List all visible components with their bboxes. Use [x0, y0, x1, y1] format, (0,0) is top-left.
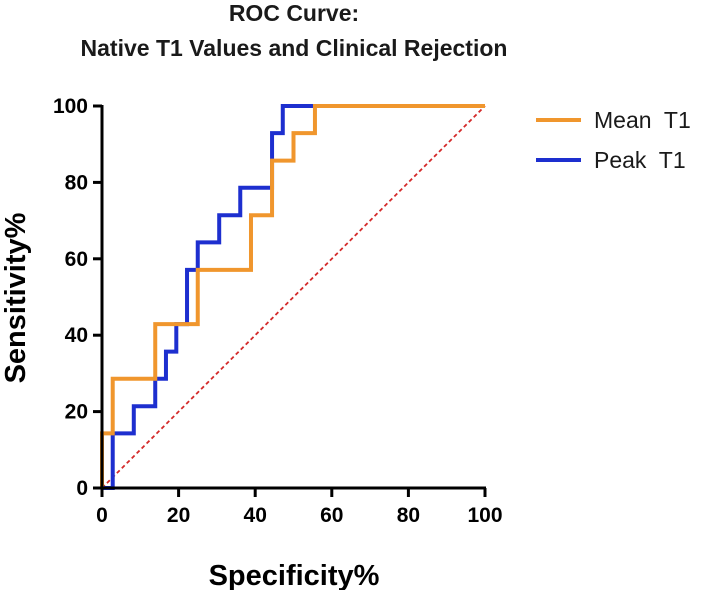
y-tick-label: 20 [65, 401, 88, 424]
x-tick-label: 80 [397, 504, 420, 527]
y-axis-label: Sensitivity% [0, 212, 32, 383]
y-tick-label: 0 [76, 477, 88, 500]
series-line-peak-t1 [102, 104, 485, 490]
x-tick-label: 20 [167, 504, 190, 527]
x-tick-label: 60 [320, 504, 343, 527]
legend: Mean T1 Peak T1 [536, 107, 691, 173]
axes-layer [100, 105, 486, 490]
y-tick-label: 80 [65, 171, 88, 194]
x-axis-label: Specificity% [209, 560, 380, 590]
series-layer [100, 104, 486, 490]
chart-title: ROC Curve: [229, 0, 359, 26]
y-tick-label: 100 [53, 95, 88, 118]
x-tick-label: 0 [96, 504, 108, 527]
chart-subtitle: Native T1 Values and Clinical Rejection [81, 35, 508, 61]
x-tick-label: 40 [244, 504, 267, 527]
reference-diagonal-line [101, 105, 486, 489]
ticks-layer: 0 20 40 60 80 100 0 20 40 60 80 100 [53, 95, 503, 527]
x-tick-label: 100 [467, 504, 502, 527]
legend-label-mean-t1: Mean T1 [594, 107, 691, 133]
y-tick-label: 40 [65, 324, 88, 347]
legend-label-peak-t1: Peak T1 [594, 147, 686, 173]
y-tick-label: 60 [65, 248, 88, 271]
series-line-mean-t1 [100, 104, 485, 488]
